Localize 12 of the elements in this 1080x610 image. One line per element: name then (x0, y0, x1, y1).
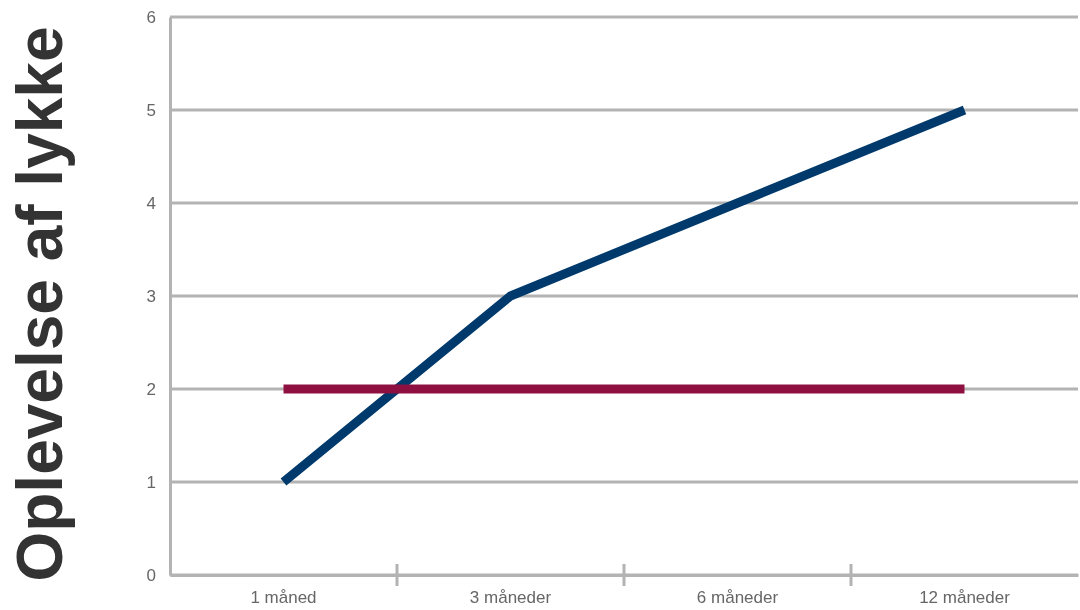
x-tick-label: 3 måneder (469, 588, 552, 608)
y-tick-label: 0 (146, 565, 156, 585)
y-tick-label: 4 (146, 193, 156, 213)
y-tick-label: 1 (146, 472, 156, 492)
y-tick-label: 3 (146, 286, 156, 306)
y-tick-label: 5 (146, 100, 156, 120)
x-tick-label: 12 måneder (919, 588, 1011, 608)
x-tick-label: 6 måneder (696, 588, 779, 608)
x-tick-label: 1 måned (250, 588, 317, 608)
y-tick-label: 6 (146, 7, 156, 27)
y-tick-label: 2 (146, 379, 156, 399)
y-axis-title: Oplevelse af lykke (4, 26, 76, 582)
